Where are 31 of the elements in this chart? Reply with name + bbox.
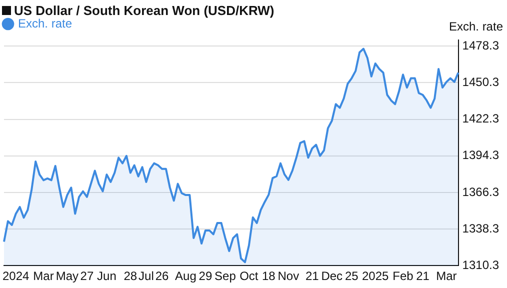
y-tick-label: 1310.3 [462,258,500,272]
x-tick-label: 2025 [362,269,390,284]
x-tick-label: Aug [175,269,196,284]
y-tick-label: 1338.3 [462,221,500,236]
x-tick-label: Feb [392,269,414,284]
x-tick-label: 18 [262,269,276,284]
y-axis-title: Exch. rate [448,19,504,34]
x-tick-label: Dec [321,269,343,284]
x-tick-label: 26 [155,269,170,284]
x-tick-label: Mar [436,269,457,284]
x-tick-label: 21 [305,269,320,284]
x-tick-label: 2024 [2,269,30,284]
x-tick-label: Mar [33,269,54,284]
x-tick-label: Sep [214,269,236,284]
y-tick-label: 1422.3 [462,112,500,126]
x-tick-label: Nov [278,269,300,284]
x-tick-label: Jul [138,269,154,284]
x-tick-label: Oct [240,269,259,284]
y-tick-label: 1450.3 [462,75,500,90]
x-tick-label: 21 [416,269,430,284]
chart-title: US Dollar / South Korean Won (USD/KRW) [14,3,274,18]
x-tick-label: 27 [80,269,94,284]
x-tick-label: Jun [97,269,116,284]
legend-label: Exch. rate [18,16,72,30]
y-tick-label: 1366.3 [462,184,500,199]
x-tick-label: 28 [124,269,138,284]
x-tick-label: 25 [344,269,359,284]
x-tick-label: May [56,269,79,284]
y-tick-label: 1478.3 [462,38,500,52]
y-tick-label: 1394.3 [462,148,500,162]
x-tick-label: 29 [198,269,212,284]
